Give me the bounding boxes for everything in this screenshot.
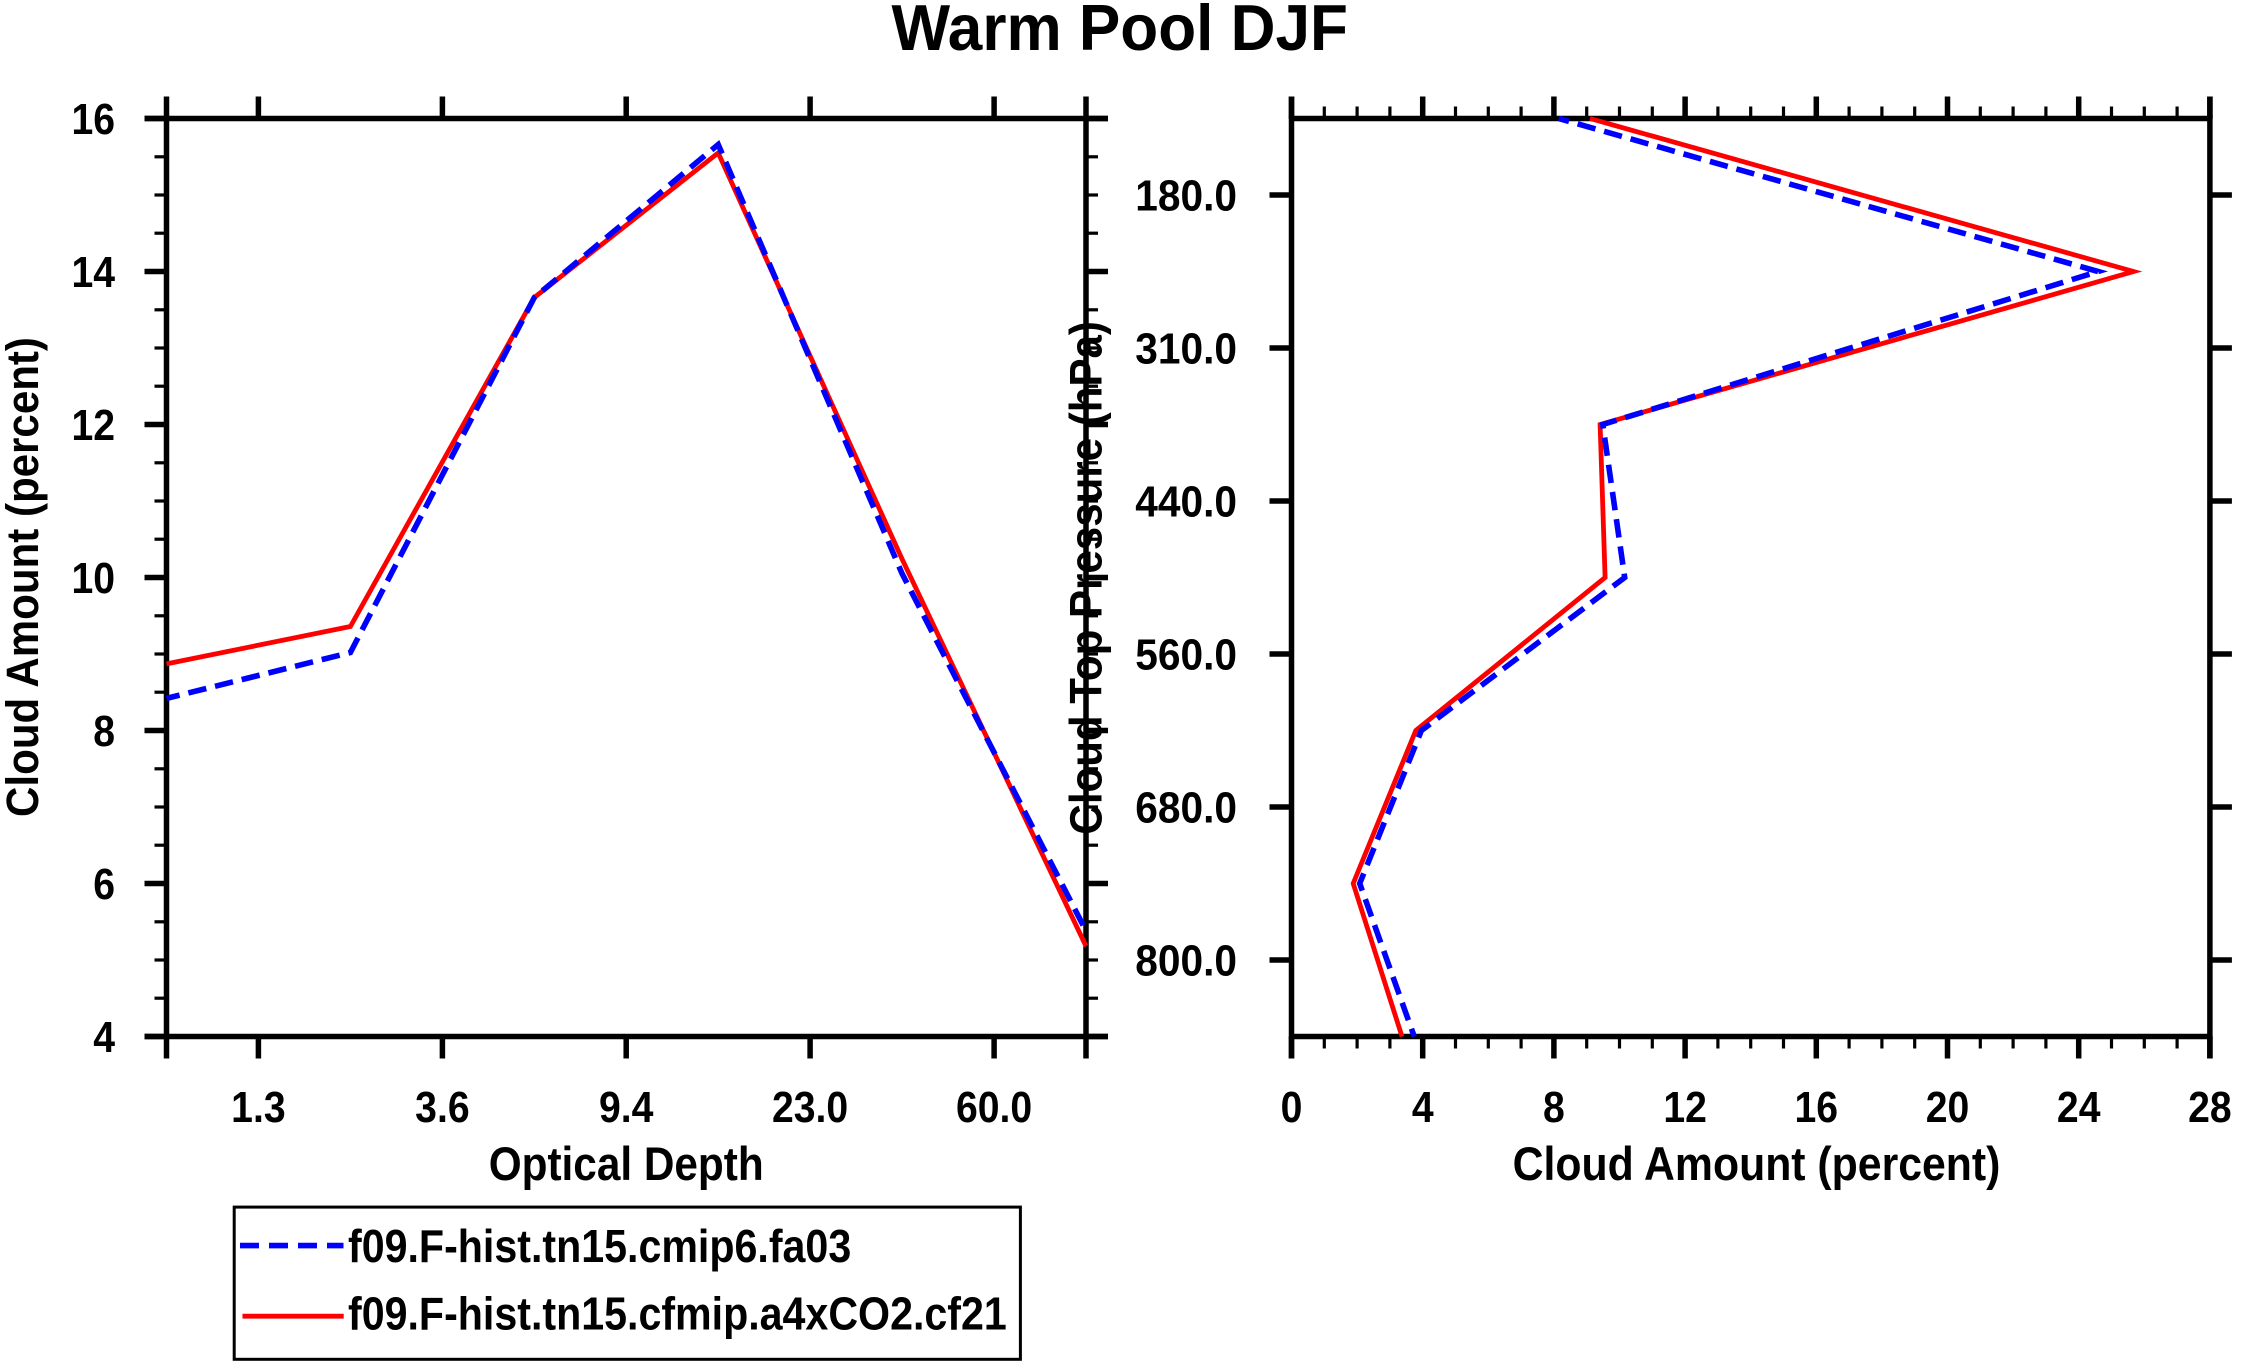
- svg-text:180.0: 180.0: [1135, 171, 1237, 220]
- svg-text:4: 4: [1412, 1083, 1434, 1131]
- svg-text:680.0: 680.0: [1135, 783, 1237, 832]
- svg-text:16: 16: [71, 95, 115, 143]
- svg-text:0: 0: [1281, 1083, 1303, 1131]
- svg-text:Cloud Top Pressure (hPa): Cloud Top Pressure (hPa): [1061, 321, 1112, 835]
- svg-text:20: 20: [1926, 1083, 1970, 1131]
- svg-text:6: 6: [93, 860, 115, 908]
- svg-text:Warm Pool DJF: Warm Pool DJF: [892, 0, 1348, 64]
- svg-text:14: 14: [71, 248, 115, 296]
- svg-text:60.0: 60.0: [956, 1083, 1032, 1131]
- svg-text:Optical Depth: Optical Depth: [489, 1139, 764, 1191]
- svg-text:Cloud Amount (percent): Cloud Amount (percent): [1513, 1137, 2001, 1190]
- svg-text:3.6: 3.6: [415, 1083, 469, 1131]
- svg-text:1.3: 1.3: [231, 1083, 285, 1131]
- svg-text:f09.F-hist.tn15.cfmip.a4xCO2.c: f09.F-hist.tn15.cfmip.a4xCO2.cf21: [348, 1288, 1007, 1340]
- svg-text:12: 12: [1663, 1083, 1707, 1131]
- svg-text:16: 16: [1795, 1083, 1839, 1131]
- svg-text:f09.F-hist.tn15.cmip6.fa03: f09.F-hist.tn15.cmip6.fa03: [348, 1221, 851, 1273]
- svg-text:Cloud Amount (percent): Cloud Amount (percent): [0, 337, 48, 817]
- svg-text:10: 10: [71, 554, 115, 602]
- svg-text:440.0: 440.0: [1135, 477, 1237, 526]
- svg-text:28: 28: [2188, 1083, 2232, 1131]
- svg-text:12: 12: [71, 401, 115, 449]
- svg-text:23.0: 23.0: [772, 1083, 848, 1131]
- svg-text:9.4: 9.4: [599, 1083, 653, 1131]
- svg-text:4: 4: [93, 1013, 115, 1061]
- svg-text:8: 8: [93, 707, 115, 755]
- svg-text:560.0: 560.0: [1135, 630, 1237, 679]
- svg-text:24: 24: [2057, 1083, 2101, 1131]
- svg-text:800.0: 800.0: [1135, 936, 1237, 985]
- svg-text:8: 8: [1543, 1083, 1565, 1131]
- svg-text:310.0: 310.0: [1135, 324, 1237, 373]
